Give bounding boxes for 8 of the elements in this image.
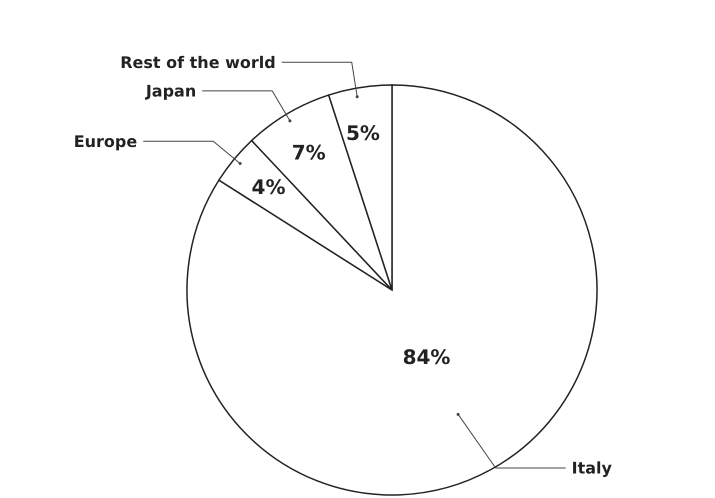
data-label: 5% (346, 121, 380, 146)
data-label: 4% (252, 174, 286, 199)
data-label: 84% (402, 344, 450, 369)
slice-label: Italy (572, 458, 613, 478)
slice-label: Japan (144, 81, 196, 100)
slice-label: Rest of the world (120, 52, 276, 72)
slice-label: Europe (74, 132, 138, 151)
data-label: 7% (292, 140, 326, 165)
